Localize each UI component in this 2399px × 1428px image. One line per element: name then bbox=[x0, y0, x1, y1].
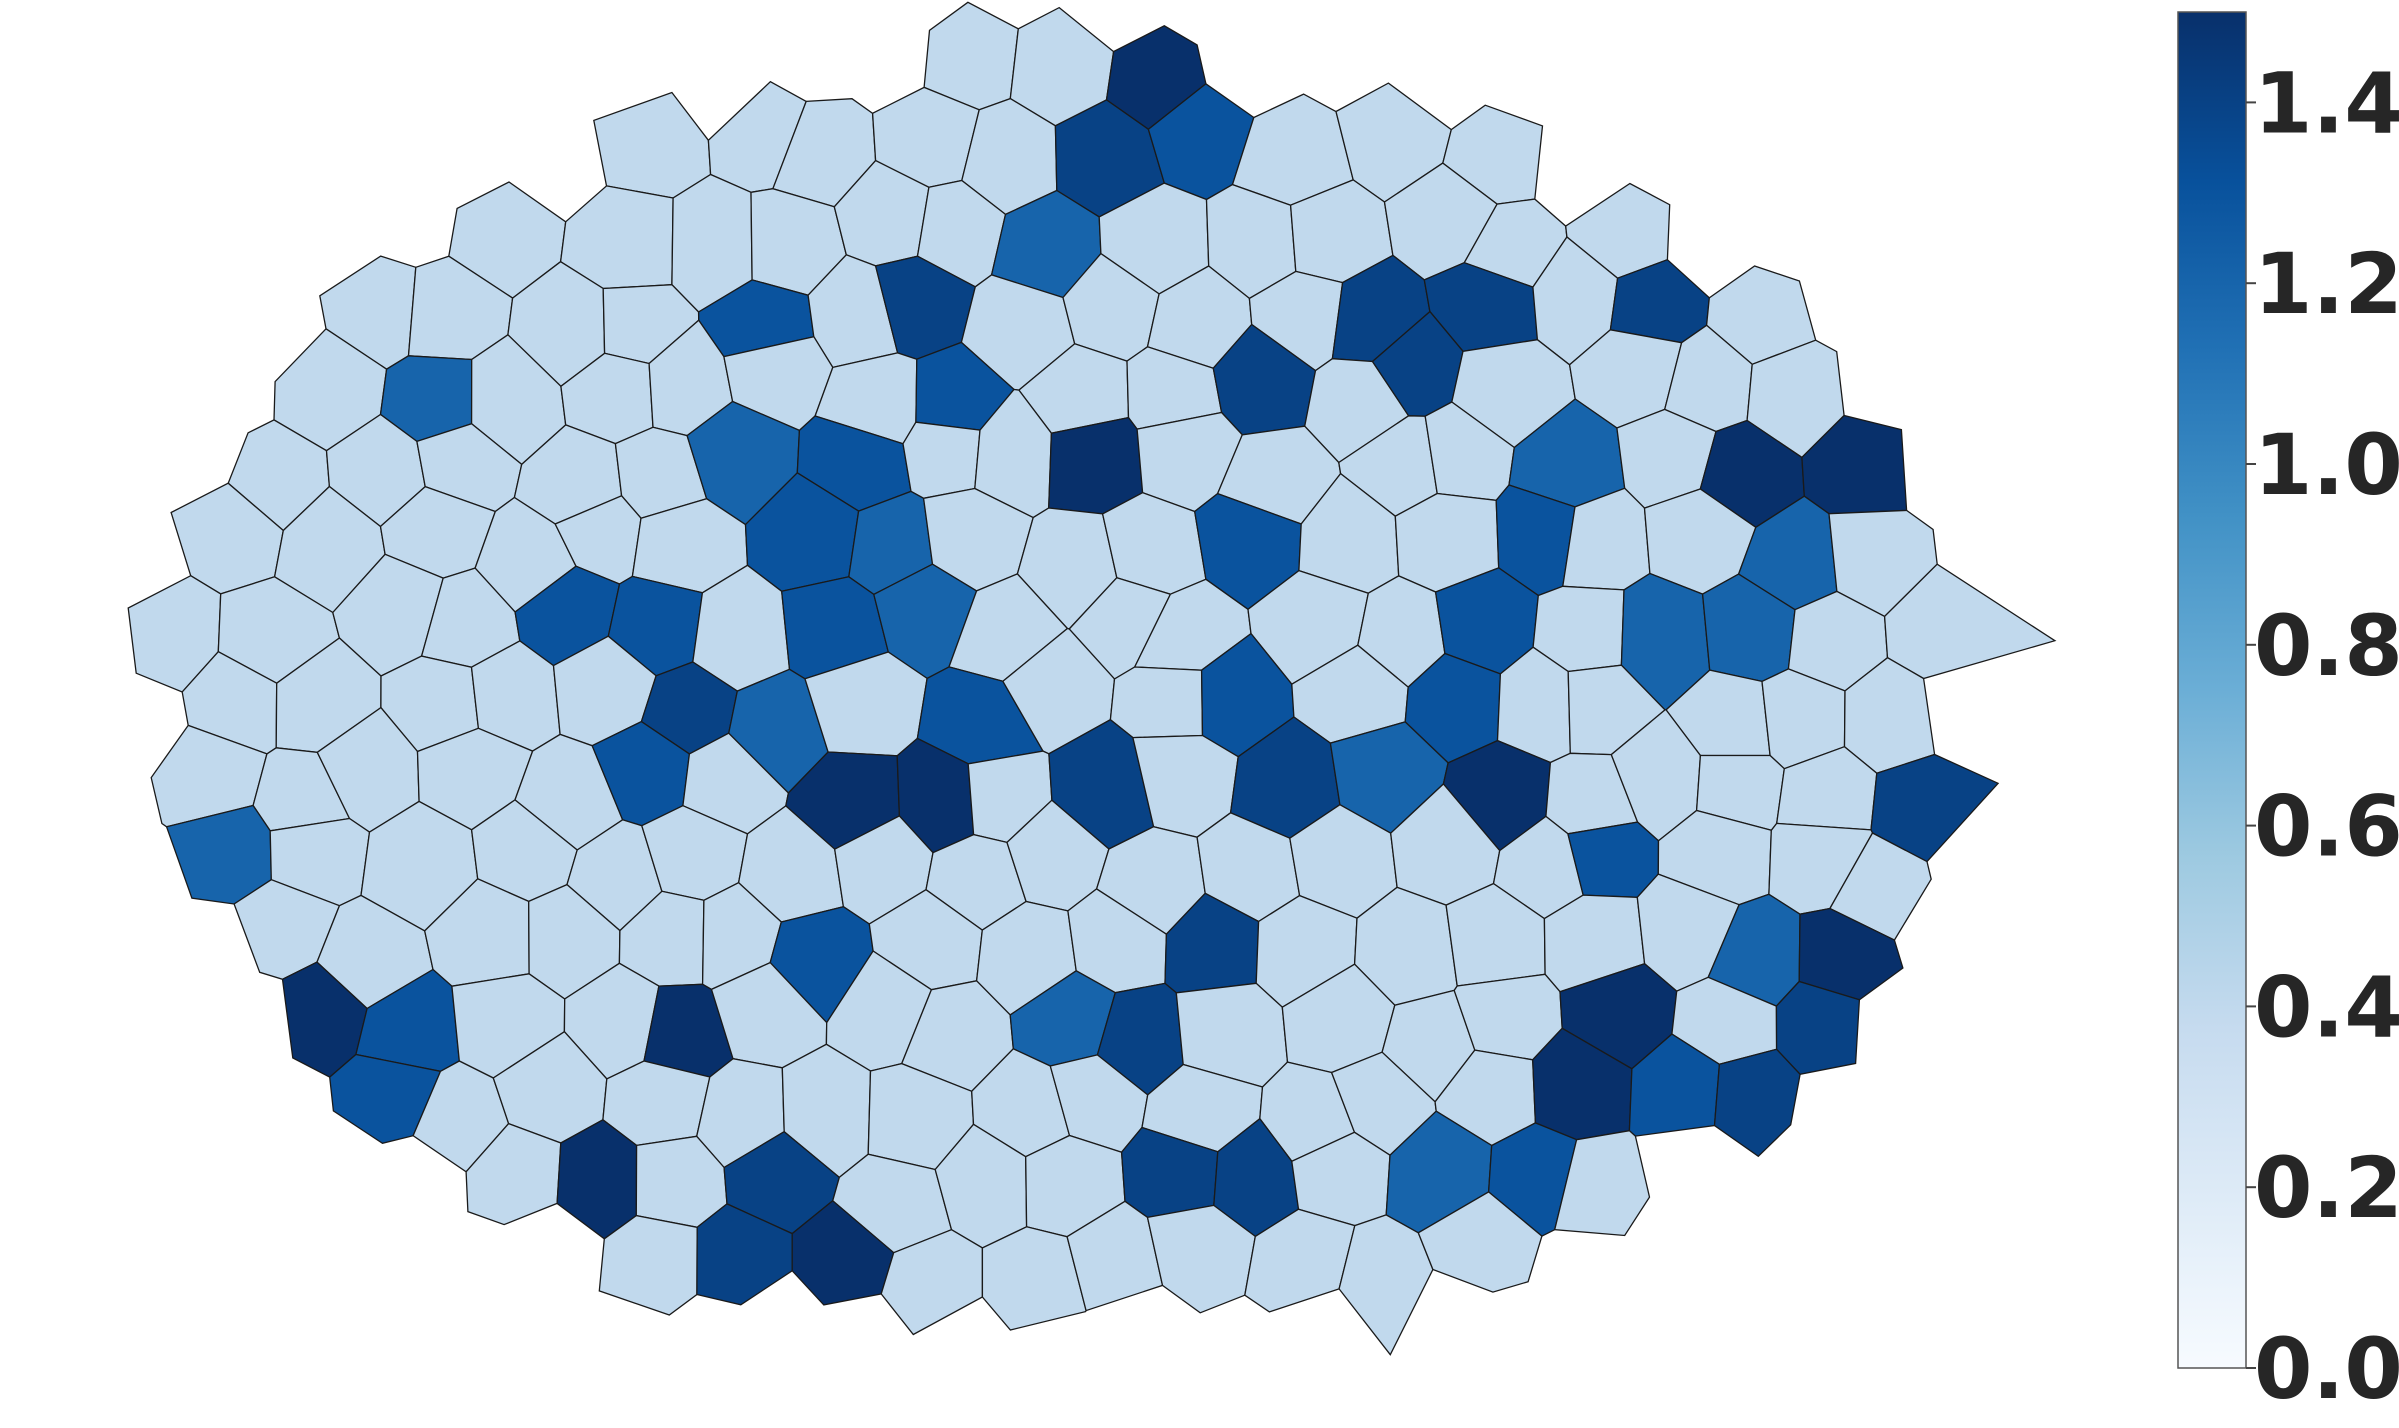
voronoi-cell bbox=[1066, 1200, 1164, 1312]
voronoi-cell bbox=[1109, 666, 1204, 739]
voronoi-cell bbox=[1567, 821, 1660, 898]
colorbar-tick-label: 0.6 bbox=[2254, 778, 2399, 876]
voronoi-cells bbox=[127, 1, 2057, 1356]
colorbar-tick-label: 1.4 bbox=[2254, 54, 2399, 152]
voronoi-cell bbox=[593, 91, 712, 199]
voronoi-cell bbox=[902, 421, 981, 499]
colorbar-tick-label: 1.2 bbox=[2254, 235, 2399, 333]
voronoi-cell bbox=[1417, 1191, 1543, 1293]
colorbar: 0.0 0.2 0.4 0.6 0.8 1.0 1.2 1.4 bbox=[2177, 11, 2399, 1418]
colorbar-tick-label: 0.8 bbox=[2254, 597, 2399, 695]
colorbar-gradient bbox=[2177, 11, 2247, 1369]
colorbar-ticks: 0.0 0.2 0.4 0.6 0.8 1.0 1.2 1.4 bbox=[2246, 54, 2399, 1418]
voronoi-cell bbox=[1713, 1048, 1801, 1158]
colorbar-tick-label: 0.0 bbox=[2254, 1320, 2399, 1418]
voronoi-cell bbox=[1553, 1130, 1651, 1237]
colorbar-tick-label: 0.4 bbox=[2254, 958, 2399, 1056]
colorbar-tick-label: 1.0 bbox=[2254, 416, 2399, 514]
voronoi-cell bbox=[1775, 980, 1861, 1076]
colorbar-tick-label: 0.2 bbox=[2254, 1139, 2399, 1237]
